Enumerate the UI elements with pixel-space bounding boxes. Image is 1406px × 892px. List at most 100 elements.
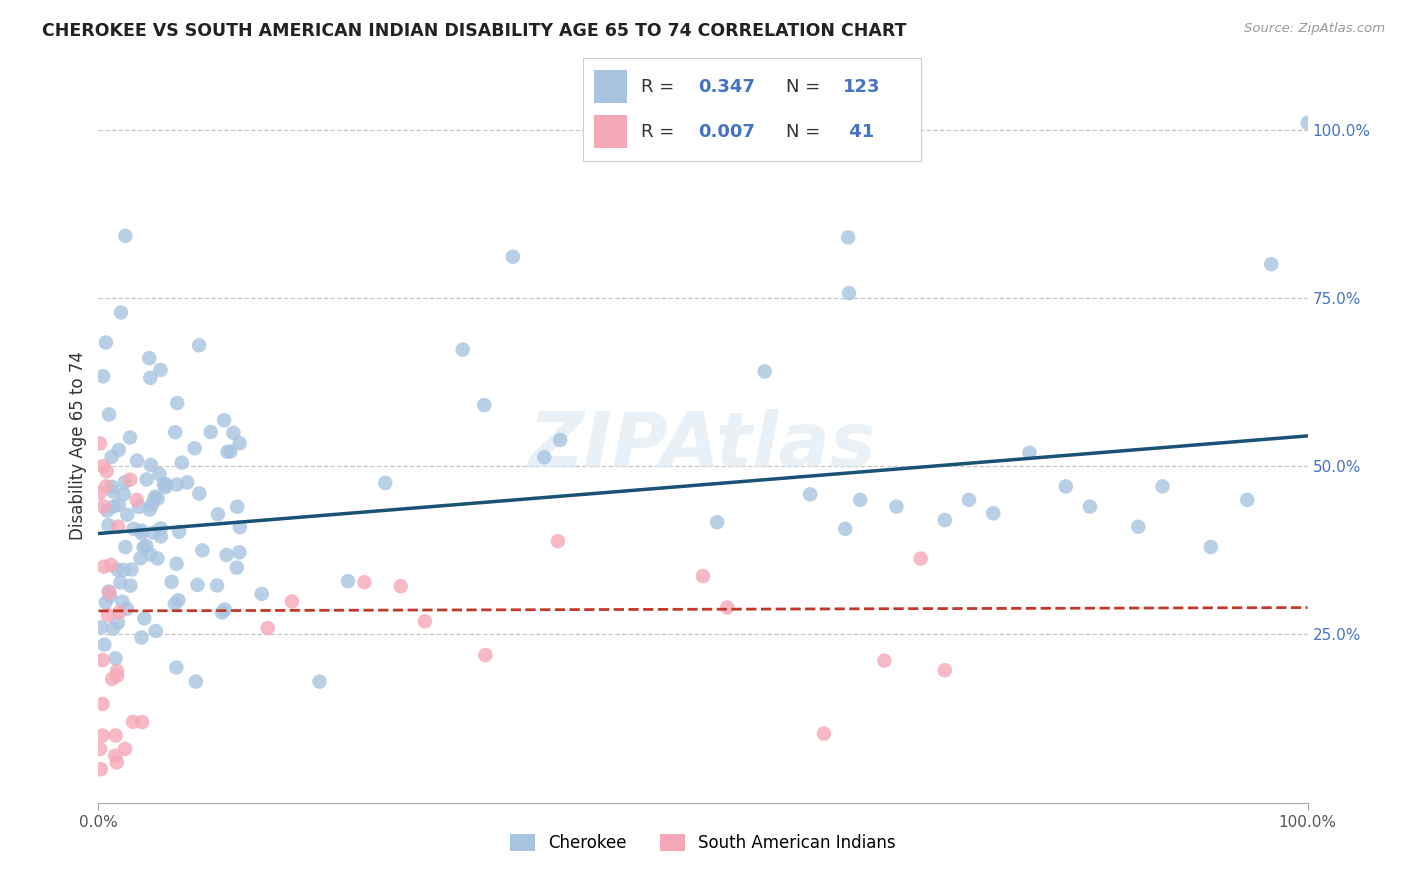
Point [886,500,908,514]
Point [308,674,330,689]
Text: 41: 41 [844,123,875,141]
Point [957,492,980,507]
Point [146,551,169,566]
Point [754,364,776,378]
Point [103,622,125,636]
Point [143,492,166,507]
Point [101,672,124,686]
Point [105,669,128,683]
Point [89,486,111,500]
Text: 0.007: 0.007 [699,123,755,141]
Point [138,502,160,516]
Point [91,369,114,384]
Point [215,548,238,562]
Point [89,742,111,756]
Point [225,560,247,574]
Point [110,575,132,590]
Point [107,498,129,512]
Point [934,513,956,527]
Point [93,559,115,574]
Point [337,574,360,589]
Point [91,459,114,474]
Text: 123: 123 [844,78,880,95]
Point [139,458,162,472]
Point [96,464,118,478]
Point [166,557,188,571]
Point [146,491,169,506]
Point [166,396,188,410]
Point [94,335,117,350]
Point [97,608,120,623]
Point [101,484,124,499]
Point [112,563,135,577]
Point [117,508,139,522]
Point [91,697,114,711]
Point [548,433,571,447]
Text: ZIPAtlas: ZIPAtlas [529,409,877,483]
Point [104,748,127,763]
Point [153,477,176,491]
Point [100,450,122,464]
Point [135,539,157,553]
Point [837,230,859,244]
Point [105,664,128,678]
Point [1054,479,1077,493]
Point [98,586,121,600]
Point [120,579,142,593]
Point [214,602,236,616]
Point [167,593,190,607]
Point [104,729,127,743]
Point [166,477,188,491]
Point [125,492,148,507]
Point [165,660,187,674]
Point [170,456,193,470]
Point [389,579,412,593]
Point [1018,446,1040,460]
Point [114,540,136,554]
Point [138,351,160,366]
Point [135,473,157,487]
Point [114,228,136,243]
Point [451,343,474,357]
Point [149,363,172,377]
Point [155,480,177,494]
Point [547,534,569,549]
Point [120,563,142,577]
Point [981,506,1004,520]
Point [115,601,138,615]
Point [474,648,496,662]
Point [145,490,167,504]
Point [103,500,125,514]
Point [97,584,120,599]
Point [96,504,118,518]
Point [533,450,555,465]
Point [139,548,162,562]
Point [191,543,214,558]
Point [128,500,150,514]
Point [228,545,250,559]
Point [188,338,211,352]
Point [229,520,252,534]
Point [353,575,375,590]
Point [1296,116,1319,130]
Point [212,413,235,427]
Point [90,762,112,776]
Point [1236,492,1258,507]
Point [131,524,153,538]
Point [94,479,117,493]
Point [139,371,162,385]
Point [217,444,239,458]
Point [207,507,229,521]
Point [472,398,495,412]
Point [1078,500,1101,514]
Point [120,473,142,487]
Point [716,600,738,615]
Point [706,515,728,529]
Point [122,522,145,536]
Legend: Cherokee, South American Indians: Cherokee, South American Indians [503,827,903,859]
Point [219,444,242,458]
Point [184,674,207,689]
Point [131,631,153,645]
Point [105,756,128,770]
Point [100,558,122,572]
